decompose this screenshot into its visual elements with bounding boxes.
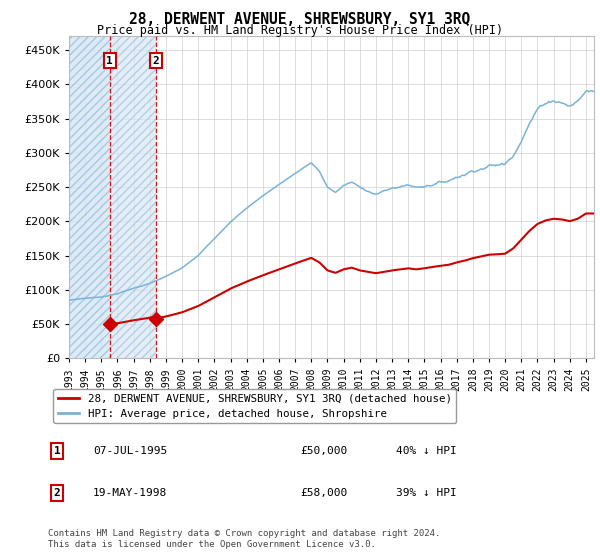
Text: £50,000: £50,000 [300,446,347,456]
Text: Price paid vs. HM Land Registry's House Price Index (HPI): Price paid vs. HM Land Registry's House … [97,24,503,37]
Bar [69,36,110,358]
Text: 28, DERWENT AVENUE, SHREWSBURY, SY1 3RQ: 28, DERWENT AVENUE, SHREWSBURY, SY1 3RQ [130,12,470,27]
Text: 2: 2 [53,488,61,498]
Bar [110,36,156,358]
Text: 07-JUL-1995: 07-JUL-1995 [93,446,167,456]
Text: 1: 1 [53,446,61,456]
Text: 2: 2 [152,55,159,66]
Text: 39% ↓ HPI: 39% ↓ HPI [396,488,457,498]
Legend: 28, DERWENT AVENUE, SHREWSBURY, SY1 3RQ (detached house), HPI: Average price, de: 28, DERWENT AVENUE, SHREWSBURY, SY1 3RQ … [53,389,457,423]
Text: 1: 1 [106,55,113,66]
Text: Contains HM Land Registry data © Crown copyright and database right 2024.
This d: Contains HM Land Registry data © Crown c… [48,529,440,549]
Text: 19-MAY-1998: 19-MAY-1998 [93,488,167,498]
Text: £58,000: £58,000 [300,488,347,498]
Text: 40% ↓ HPI: 40% ↓ HPI [396,446,457,456]
